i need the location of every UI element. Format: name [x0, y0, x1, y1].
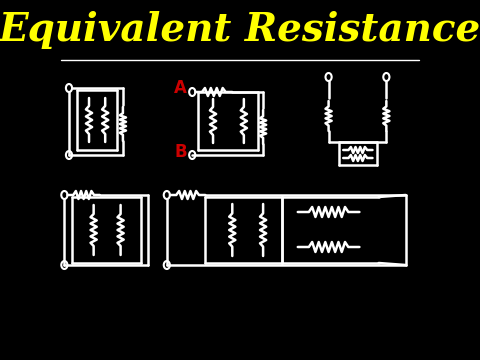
Text: Equivalent Resistance: Equivalent Resistance [0, 11, 480, 49]
Text: A: A [174, 79, 187, 97]
Text: B: B [174, 143, 187, 161]
